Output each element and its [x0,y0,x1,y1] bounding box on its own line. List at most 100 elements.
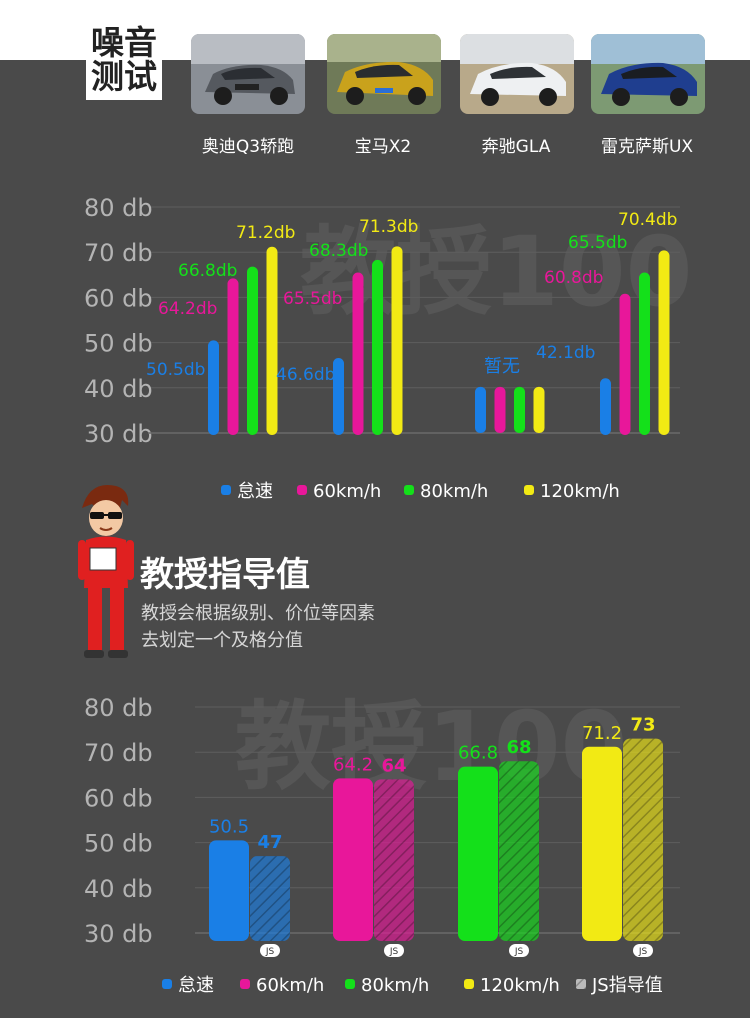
bar-placeholder [494,386,506,433]
data-label: 50.5 [209,816,249,837]
data-label: 70.4db [618,210,677,230]
bar-measured [582,746,622,941]
car-photo-lexus-ux [591,34,705,114]
bar-placeholder [533,386,545,433]
professor-mascot [78,484,134,658]
watermark: 教授100 [235,691,627,803]
legend-label: 80km/h [420,481,488,502]
bar [372,259,383,435]
js-badge [384,944,404,957]
y-tick-label: 60 db [84,284,153,312]
bar-guide-hatch [623,738,663,941]
bar-guide-hatch [374,779,414,941]
guide-description-line-2: 去划定一个及格分值 [141,630,303,651]
data-label: 71.2 [582,723,622,744]
y-tick-label: 80 db [84,194,153,222]
js-badge-text: JS [514,947,524,957]
legend-label: JS指导值 [591,975,663,996]
legend-label: 怠速 [178,975,214,996]
js-badge-text: JS [638,947,648,957]
bar [639,272,650,435]
bar [266,246,278,435]
page-title-line-2: 测试 [91,57,157,96]
car-photo-audi-q3 [191,34,305,114]
legend-label: 怠速 [237,481,273,502]
y-tick-label: 40 db [84,875,153,903]
y-tick-label: 40 db [84,375,153,403]
legend-swatch [464,979,474,989]
bar [658,250,670,435]
data-label: 46.6db [276,365,335,385]
bar-placeholder [475,386,486,433]
bar-measured [458,766,498,941]
legend-swatch [240,979,250,989]
js-badge-text: JS [389,947,399,957]
car-name-1: 宝马X2 [354,137,412,157]
legend-swatch [221,485,231,495]
legend-swatch [524,485,534,495]
y-tick-label: 70 db [84,239,153,267]
data-label: 68 [506,737,531,758]
page-title-line-1: 噪音 [91,23,157,62]
car-name-3: 雷克萨斯UX [600,137,694,157]
page-title: 噪音 测试 [86,26,162,100]
legend-label: 60km/h [256,975,324,996]
bar-measured [333,778,373,941]
data-label: 68.3db [309,241,368,261]
y-tick-label: 30 db [84,920,153,948]
guide-description: 教授会根据级别、价位等因素 去划定一个及格分值 [141,600,375,654]
data-label: 66.8 [458,743,498,764]
y-tick-label: 70 db [84,739,153,767]
legend-label: 60km/h [313,481,381,502]
bar-measured [209,840,249,941]
data-label: 71.3db [359,217,418,237]
bar [600,378,611,435]
data-label: 64 [381,755,406,776]
data-label: 64.2 [333,754,373,775]
data-label: 73 [630,715,655,736]
legend-swatch [345,979,355,989]
car-photo-mercedes-gla [460,34,574,114]
js-badge [509,944,529,957]
data-label: 65.5db [568,233,627,253]
car-name-2: 奔驰GLA [481,137,551,157]
data-label: 47 [257,832,282,853]
data-label: 71.2db [236,223,295,243]
data-label: 60.8db [544,268,603,288]
legend-swatch [297,485,307,495]
guide-value-chart: 教授100 30 db 40 db 50 db 60 db 70 db 80 db 50.… [84,691,680,996]
bar [227,278,239,435]
js-badge [260,944,280,957]
bar-guide-hatch [250,856,290,941]
y-tick-label: 30 db [84,420,153,448]
car-photo-bmw-x2 [327,34,441,114]
bar [247,266,258,435]
data-label: 65.5db [283,289,342,309]
legend-label: 80km/h [361,975,429,996]
legend-label: 120km/h [480,975,560,996]
js-badge [633,944,653,957]
bar [391,246,403,435]
legend-swatch-hatch [576,979,586,989]
data-label: 50.5db [146,360,205,380]
legend-label: 120km/h [540,481,620,502]
bar [619,293,631,435]
annotation-label: 暂无 [484,356,520,377]
car-name-0: 奥迪Q3轿跑 [201,137,295,157]
guide-title: 教授指导值 [140,555,310,595]
bar-guide-hatch [499,761,539,941]
bar [333,357,344,435]
y-tick-label: 60 db [84,784,153,812]
bar [208,340,219,435]
guide-description-line-1: 教授会根据级别、价位等因素 [141,603,375,624]
data-label: 66.8db [178,261,237,281]
bar-placeholder [514,386,525,433]
data-label: 64.2db [158,299,217,319]
bar [352,272,364,435]
y-tick-label: 50 db [84,330,153,358]
y-tick-label: 80 db [84,694,153,722]
y-tick-label: 50 db [84,830,153,858]
legend-swatch [162,979,172,989]
data-label: 42.1db [536,343,595,363]
